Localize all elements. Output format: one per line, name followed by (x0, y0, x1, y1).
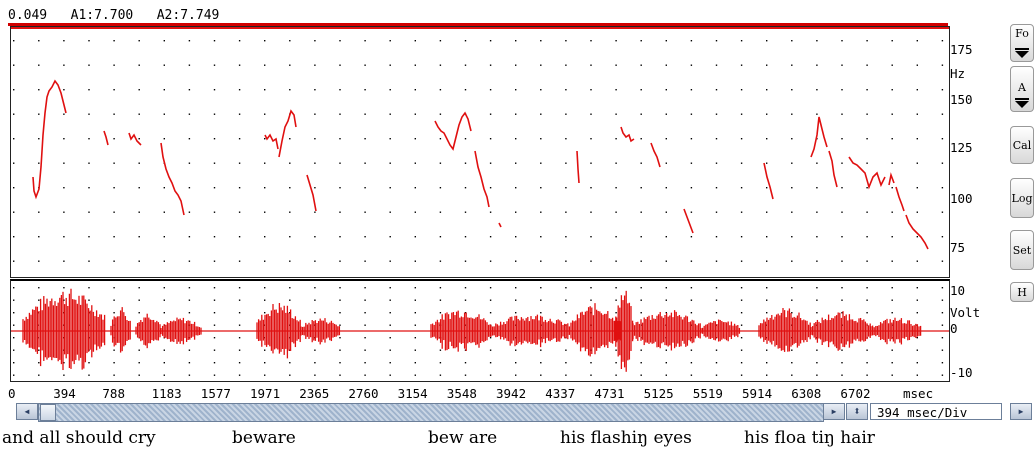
f0-contour-segment (306, 174, 317, 212)
f0-contour-segment (848, 156, 886, 190)
f0-tick: 75 (950, 240, 966, 255)
f0-contour-segment (498, 222, 502, 228)
time-tick: 5125 (643, 386, 674, 401)
wave-y-axis: 10 Volt 0 -10 (950, 279, 1008, 380)
f0-tick: 175 (950, 42, 973, 57)
time-tick: 5914 (742, 386, 773, 401)
f0-contour-segment (434, 111, 472, 151)
f0-tick: 100 (950, 191, 973, 206)
h-button-label: H (1017, 286, 1027, 299)
time-tick: 6702 (840, 386, 871, 401)
f0-contour-segment (32, 79, 67, 200)
time-tick: 3942 (496, 386, 527, 401)
bar-icon (1015, 98, 1029, 100)
f0-contour-segment (763, 162, 774, 200)
f0-plot-panel[interactable] (10, 26, 950, 278)
settings-button[interactable]: Set (1010, 230, 1034, 270)
selection-marker (8, 23, 948, 26)
pitch-range-band (11, 27, 949, 29)
a1-value: A1:7.700 (70, 8, 134, 23)
f0-contour-segment (160, 142, 185, 216)
f0-contour-segment (278, 109, 297, 158)
time-axis: 0 394 788 1183 1577 1971 2365 2760 3154 3548 3942 4… (8, 386, 948, 402)
waveform-trace (22, 288, 922, 372)
arrow-right-icon: ▸ (830, 404, 838, 418)
time-tick: 788 (102, 386, 125, 401)
f0-tick: 150 (950, 92, 973, 107)
stepper-icon: ⬍ (853, 404, 861, 418)
time-tick: 4337 (545, 386, 576, 401)
cursor-readout: 0.049 A1:7.700 A2:7.749 (8, 8, 219, 23)
f0-contour-segment (810, 116, 828, 158)
time-tick: 2365 (299, 386, 330, 401)
time-tick: 6308 (791, 386, 822, 401)
chevron-down-icon (1015, 51, 1029, 58)
time-scale-value: 394 msec/Div (877, 405, 968, 420)
log-button-label: Log (1011, 192, 1033, 205)
wave-unit-label: Volt (950, 305, 981, 320)
f0-plot (11, 27, 949, 262)
time-tick: 1577 (200, 386, 231, 401)
a2-value: A2:7.749 (156, 8, 220, 23)
time-scrollbar[interactable] (38, 403, 824, 422)
time-tick: 4731 (594, 386, 625, 401)
time-tick: 2760 (348, 386, 379, 401)
time-tick: 3548 (446, 386, 477, 401)
time-tick: 0 (8, 386, 16, 401)
f0-contour-segment (905, 214, 929, 250)
time-unit-label: msec (903, 386, 934, 401)
waveform-plot (11, 287, 949, 376)
f0-contour-segment (650, 142, 661, 168)
caption-phrase: beware (232, 428, 296, 448)
f0-y-axis: 175 Hz 150 125 100 75 (950, 26, 1008, 276)
f0-contour-segment (103, 130, 109, 146)
fo-menu-button[interactable]: Fo (1010, 24, 1034, 62)
chevron-down-icon (1015, 101, 1029, 108)
caption-phrase: his flashiŋ eyes (560, 428, 692, 448)
caption-phrase: bew are (428, 428, 498, 448)
f0-contour-segment (895, 186, 905, 212)
log-button[interactable]: Log (1010, 178, 1034, 218)
f0-contour-segment (474, 150, 490, 208)
calibrate-button[interactable]: Cal (1010, 126, 1034, 164)
f0-contour-segment (128, 132, 142, 146)
scale-menu-button[interactable]: ▸ (1010, 403, 1032, 420)
f0-grid (13, 40, 944, 262)
scroll-right-button[interactable]: ▸ (823, 403, 845, 420)
f0-contour-segment (620, 126, 635, 143)
f0-contour-segment (683, 208, 694, 234)
f0-unit-label: Hz (950, 66, 966, 81)
f0-tick: 125 (950, 140, 973, 155)
settings-button-label: Set (1012, 244, 1032, 257)
caption-phrase: and all should cry (2, 428, 156, 448)
time-scale-select[interactable]: 394 msec/Div (870, 403, 1002, 420)
arrow-left-icon: ◂ (23, 404, 31, 418)
amplitude-menu-button[interactable]: A (1010, 66, 1034, 112)
caption-phrase: his floa tiŋ hair (744, 428, 875, 448)
time-tick: 394 (53, 386, 76, 401)
waveform-plot-panel[interactable] (10, 279, 950, 382)
time-tick: 3154 (397, 386, 428, 401)
f0-contour-segment (264, 133, 279, 150)
f0-contour-segment (576, 150, 580, 184)
bar-icon (1015, 48, 1029, 50)
wave-tick: -10 (950, 365, 973, 380)
f0-contour-segment (828, 150, 838, 188)
wave-tick: 10 (950, 283, 966, 298)
calibrate-button-label: Cal (1012, 139, 1032, 152)
wave-tick: 0 (950, 321, 958, 336)
scroll-thumb[interactable] (40, 404, 56, 421)
h-button[interactable]: H (1010, 282, 1034, 302)
cursor-value: 0.049 (8, 8, 48, 23)
scroll-left-button[interactable]: ◂ (16, 403, 38, 420)
time-tick: 5519 (692, 386, 723, 401)
scale-stepper[interactable]: ⬍ (846, 403, 868, 420)
f0-contour-segment (888, 172, 895, 186)
amplitude-button-label: A (1018, 81, 1026, 94)
chevron-right-icon: ▸ (1017, 404, 1025, 418)
time-tick: 1971 (250, 386, 281, 401)
time-tick: 1183 (151, 386, 182, 401)
fo-button-label: Fo (1015, 27, 1029, 40)
